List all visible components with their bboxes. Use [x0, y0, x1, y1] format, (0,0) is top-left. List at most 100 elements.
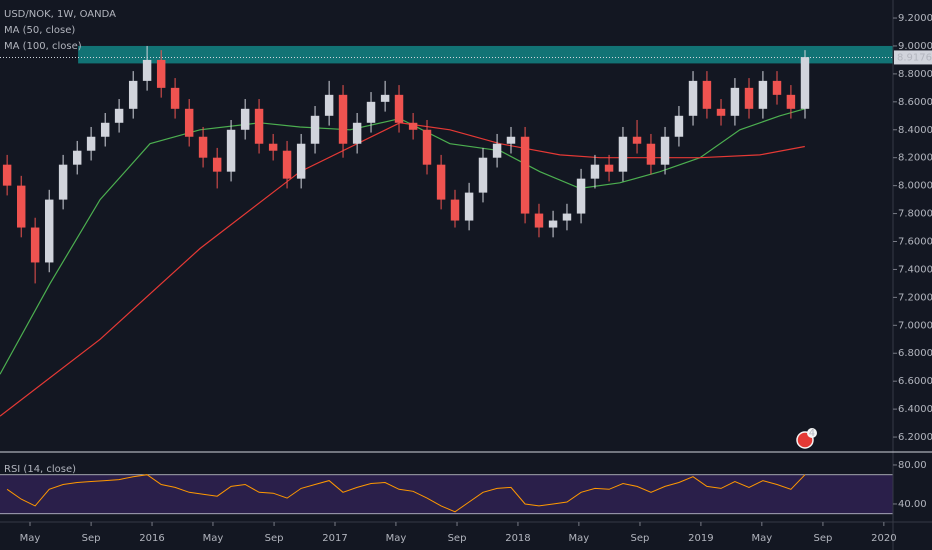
candle-body: [408, 122, 418, 130]
candle-body: [198, 136, 208, 158]
candle-body: [492, 143, 502, 158]
y-tick-label: 8.60000: [898, 97, 932, 108]
candle-body: [548, 220, 558, 228]
rsi-line: [6, 474, 806, 513]
candle-body: [702, 80, 712, 109]
last-price-box: [894, 50, 932, 65]
candle-body: [2, 164, 12, 186]
y-tick-label: 7.60000: [898, 237, 932, 248]
candle-body: [142, 59, 152, 81]
x-tick-label: Sep: [631, 533, 650, 544]
x-tick-label: May: [203, 533, 224, 544]
candle-body: [30, 227, 40, 263]
event-badge: [806, 428, 817, 438]
candle-body: [212, 157, 222, 172]
x-tick-label: 2019: [688, 533, 713, 544]
candle-body: [436, 164, 446, 200]
x-tick-label: 2017: [322, 533, 347, 544]
x-tick-label: 2016: [139, 533, 164, 544]
candle-body: [506, 136, 516, 144]
candle-body: [730, 87, 740, 116]
candle-body: [758, 80, 768, 109]
candle-body: [296, 143, 306, 179]
rsi-title: RSI (14, close): [4, 464, 76, 475]
candle-body: [422, 129, 432, 165]
rsi-y-tick-label: 80.00: [898, 460, 927, 471]
candle-body: [646, 143, 656, 165]
candle-body: [450, 199, 460, 221]
candle-body: [660, 136, 670, 165]
chart-title: USD/NOK, 1W, OANDA: [4, 9, 116, 20]
y-tick-label: 8.20000: [898, 153, 932, 164]
candle-body: [254, 108, 264, 144]
x-tick-label: Sep: [265, 533, 284, 544]
candle-body: [674, 115, 684, 137]
x-tick-label: May: [386, 533, 407, 544]
resistance-zone: [78, 45, 894, 64]
y-tick-label: 9.00000: [898, 41, 932, 52]
candle-body: [16, 185, 26, 228]
x-tick-label: Sep: [448, 533, 467, 544]
candle-body: [282, 150, 292, 179]
candle-body: [58, 164, 68, 200]
ma-line: [0, 122, 805, 417]
y-tick-label: 6.80000: [898, 348, 932, 359]
y-tick-label: 9.20000: [898, 13, 932, 24]
x-tick-label: Sep: [813, 533, 832, 544]
candle-body: [86, 136, 96, 151]
x-tick-label: Sep: [82, 533, 101, 544]
y-tick-label: 8.80000: [898, 69, 932, 80]
candle-body: [128, 80, 138, 109]
candle-body: [366, 101, 376, 123]
plot-layer: 4: [0, 45, 894, 515]
candle-body: [688, 80, 698, 116]
candle-body: [324, 94, 334, 116]
x-tick-label: May: [569, 533, 590, 544]
y-tick-label: 6.40000: [898, 404, 932, 415]
candle-body: [240, 108, 250, 130]
y-tick-label: 8.00000: [898, 181, 932, 192]
candle-body: [156, 59, 166, 88]
candle-body: [744, 87, 754, 109]
y-tick-label: 6.20000: [898, 432, 932, 443]
rsi-band: [0, 474, 893, 514]
candle-body: [786, 94, 796, 109]
candle-body: [268, 143, 278, 151]
legend-ma100: MA (100, close): [4, 41, 82, 52]
candle-body: [800, 57, 810, 109]
candle-body: [380, 94, 390, 102]
x-tick-label: May: [751, 533, 772, 544]
candle-body: [520, 136, 530, 214]
x-tick-label: May: [20, 533, 41, 544]
event-badge-count: 4: [809, 428, 815, 439]
rsi-y-tick-label: 40.00: [898, 499, 927, 510]
candle-body: [604, 164, 614, 172]
y-tick-label: 7.80000: [898, 209, 932, 220]
candle-body: [72, 150, 82, 165]
candle-body: [632, 136, 642, 144]
x-tick-label: 2020: [871, 533, 896, 544]
candle-body: [534, 213, 544, 228]
candle-body: [338, 94, 348, 144]
y-tick-label: 7.40000: [898, 264, 932, 275]
candle-body: [352, 122, 362, 144]
y-tick-label: 8.40000: [898, 125, 932, 136]
candle-body: [226, 129, 236, 172]
y-tick-label: 7.00000: [898, 320, 932, 331]
candle-body: [170, 87, 180, 109]
y-tick-label: 6.60000: [898, 376, 932, 387]
candle-body: [464, 192, 474, 221]
candle-body: [310, 115, 320, 144]
candle-body: [576, 178, 586, 214]
candle-body: [478, 157, 488, 193]
candle-body: [184, 108, 194, 137]
candle-body: [772, 80, 782, 95]
x-tick-label: 2018: [505, 533, 530, 544]
candle-body: [100, 122, 110, 137]
candle-body: [590, 164, 600, 179]
candle-body: [44, 199, 54, 263]
candle-body: [114, 108, 124, 123]
